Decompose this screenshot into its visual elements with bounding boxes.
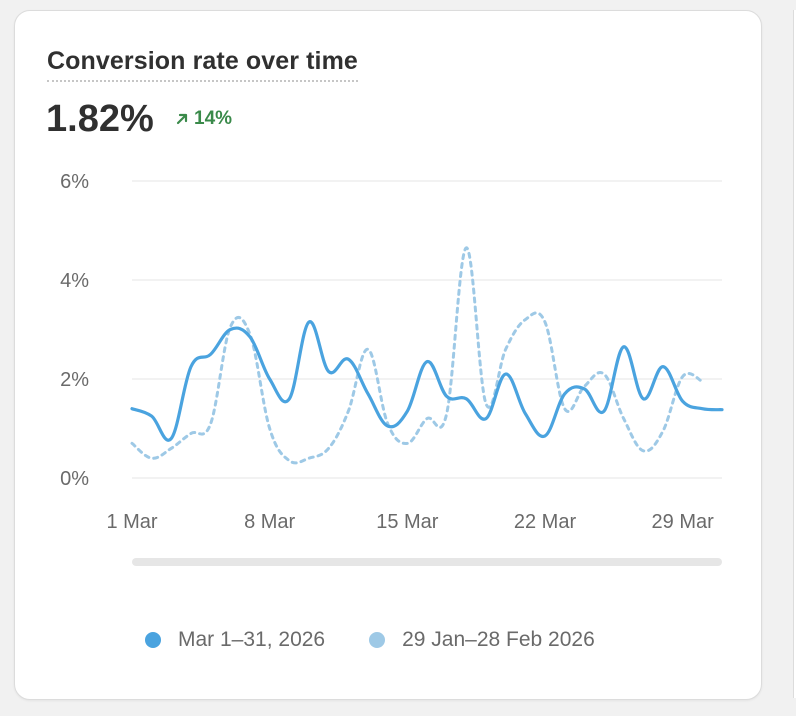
x-tick-label: 8 Mar	[244, 511, 295, 533]
legend-item-current[interactable]: Mar 1–31, 2026	[145, 628, 325, 652]
y-tick-label: 2%	[60, 369, 89, 391]
y-tick-label: 0%	[60, 468, 89, 490]
legend-item-previous[interactable]: 29 Jan–28 Feb 2026	[369, 628, 595, 652]
card-title[interactable]: Conversion rate over time	[47, 46, 358, 82]
chart-scrollbar[interactable]	[132, 558, 722, 566]
legend-swatch-current	[145, 632, 161, 648]
x-tick-label: 29 Mar	[652, 511, 715, 533]
legend-label-current: Mar 1–31, 2026	[178, 628, 326, 651]
conversion-rate-card	[14, 10, 762, 700]
x-tick-label: 15 Mar	[376, 511, 439, 533]
adjacent-card-edge	[793, 10, 796, 698]
metric-value: 1.82%	[46, 98, 154, 140]
delta-badge: 14%	[175, 108, 232, 130]
legend-label-previous: 29 Jan–28 Feb 2026	[402, 628, 595, 651]
y-tick-label: 6%	[60, 171, 89, 193]
x-tick-label: 22 Mar	[514, 511, 577, 533]
delta-value: 14%	[194, 108, 233, 129]
series-line-previous	[130, 246, 704, 465]
legend-swatch-previous	[369, 632, 386, 648]
arrow-up-right-icon	[176, 113, 188, 125]
series-line-current	[130, 320, 724, 442]
chart-legend: Mar 1–31, 2026 29 Jan–28 Feb 2026	[145, 628, 595, 652]
x-tick-label: 1 Mar	[106, 511, 157, 533]
y-tick-label: 4%	[60, 270, 89, 292]
